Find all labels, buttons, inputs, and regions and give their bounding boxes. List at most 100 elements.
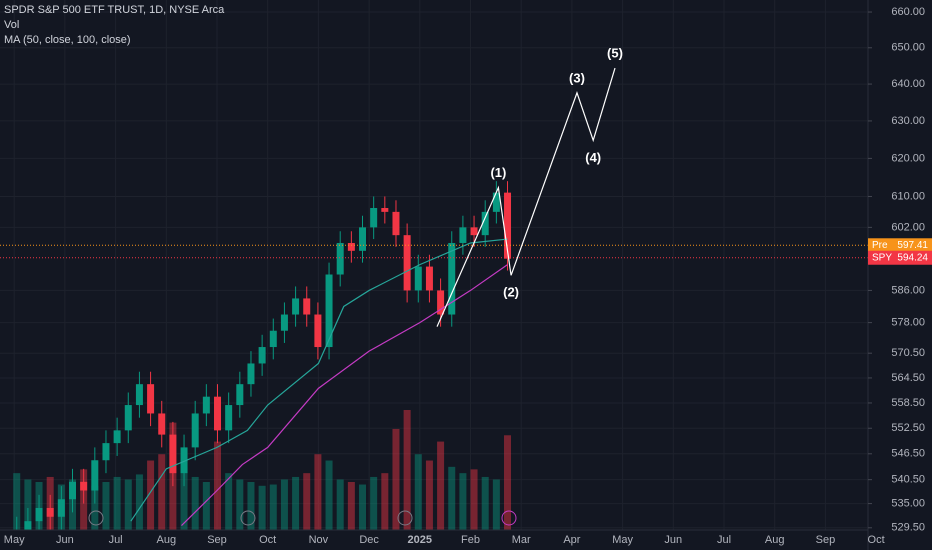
y-tick-label: 546.50 [891, 448, 925, 460]
volume-bar [370, 476, 378, 530]
moving-average [181, 264, 508, 527]
candle-body [214, 396, 222, 431]
candle-body [269, 330, 277, 348]
volume-bar [414, 454, 422, 530]
x-tick-label: Mar [512, 534, 531, 546]
candle-body [370, 208, 378, 228]
volume-bar [303, 473, 311, 530]
wave-label: (5) [607, 45, 623, 60]
price-tag [868, 238, 932, 253]
moving-average [130, 238, 508, 522]
volume-bar [280, 479, 288, 530]
volume-bar [392, 428, 400, 530]
y-tick-label: 529.50 [891, 522, 925, 534]
candle-body [381, 208, 389, 212]
candle-body [437, 290, 445, 315]
y-tick-label: 535.00 [891, 498, 925, 510]
x-tick-label: Aug [157, 534, 177, 546]
x-tick-label: Apr [563, 534, 580, 546]
dividend[interactable] [397, 510, 413, 526]
volume-bar [247, 482, 255, 530]
candle-body [459, 227, 467, 243]
x-tick-label: May [4, 534, 25, 546]
volume-bar [191, 476, 199, 530]
candle-body [180, 447, 188, 474]
price-tag-name: Pre [872, 240, 888, 251]
x-tick-label: Jun [56, 534, 74, 546]
volume-bar [325, 460, 333, 530]
candle-body [113, 430, 121, 444]
y-tick-label: 630.00 [891, 115, 925, 127]
volume-bar [381, 473, 389, 530]
chart-title: SPDR S&P 500 ETF TRUST, 1D, NYSE Arca [4, 4, 225, 16]
wave-label: (4) [585, 150, 601, 165]
earnings[interactable] [501, 510, 517, 526]
y-tick-label: 552.50 [891, 422, 925, 434]
y-tick-label: 602.00 [891, 221, 925, 233]
candle-body [336, 242, 344, 275]
candle-body [91, 460, 99, 491]
candle-body [158, 413, 166, 435]
candle-body [236, 384, 244, 406]
candle-body [414, 266, 422, 291]
candle-body [325, 274, 333, 348]
candle-body [124, 405, 132, 431]
price-tag-value: 594.24 [897, 252, 928, 263]
candle-body [102, 443, 110, 461]
volume-bar [459, 473, 467, 530]
volume-bar [225, 473, 233, 530]
price-tag [868, 250, 932, 265]
volume-bar [492, 479, 500, 530]
volume-bar [214, 441, 222, 530]
x-tick-label: Feb [461, 534, 480, 546]
x-tick-label: Aug [765, 534, 785, 546]
y-tick-label: 650.00 [891, 42, 925, 54]
x-tick-label: Jul [717, 534, 731, 546]
candle-body [403, 235, 411, 291]
y-tick-label: 578.00 [891, 317, 925, 329]
price-tag-value: 597.41 [897, 240, 928, 251]
y-tick-label: 660.00 [891, 6, 925, 18]
x-tick-label: Oct [259, 534, 276, 546]
volume-bar [124, 479, 132, 530]
candle-body [191, 413, 199, 448]
x-tick-label: Jul [109, 534, 123, 546]
volume-bar [158, 454, 166, 530]
candle-body [147, 384, 155, 414]
indicator: MA (50, close, 100, close) [4, 34, 131, 46]
volume-bar [403, 410, 411, 530]
volume-bar [504, 435, 512, 530]
volume-bar [13, 473, 21, 530]
candle-body [292, 298, 300, 315]
indicator: Vol [4, 19, 19, 31]
candle-body [69, 481, 77, 500]
candle-body [202, 396, 210, 414]
dividend[interactable] [240, 510, 256, 526]
wave-line [436, 67, 616, 327]
price-tag-name: SPY [872, 252, 892, 263]
candle-body [24, 521, 32, 530]
candle-body [303, 298, 311, 315]
volume-bar [135, 474, 143, 530]
volume-bar [258, 485, 266, 530]
volume-bar [425, 460, 433, 530]
candle-body [35, 507, 43, 522]
x-tick-label: 2025 [408, 534, 432, 546]
x-tick-label: Sep [816, 534, 836, 546]
candle-body [448, 242, 456, 315]
candle-body [225, 405, 233, 431]
dividend-markers [88, 510, 517, 526]
candle-body [46, 507, 54, 517]
candle-body [359, 227, 367, 251]
wave-label: (3) [569, 70, 585, 85]
candle-body [314, 314, 322, 348]
wave-label: (1) [490, 165, 506, 180]
y-tick-label: 620.00 [891, 152, 925, 164]
y-tick-label: 558.50 [891, 397, 925, 409]
volume-bar [147, 460, 155, 530]
dividend[interactable] [88, 510, 104, 526]
candle-body [347, 242, 355, 251]
x-tick-label: Jun [664, 534, 682, 546]
